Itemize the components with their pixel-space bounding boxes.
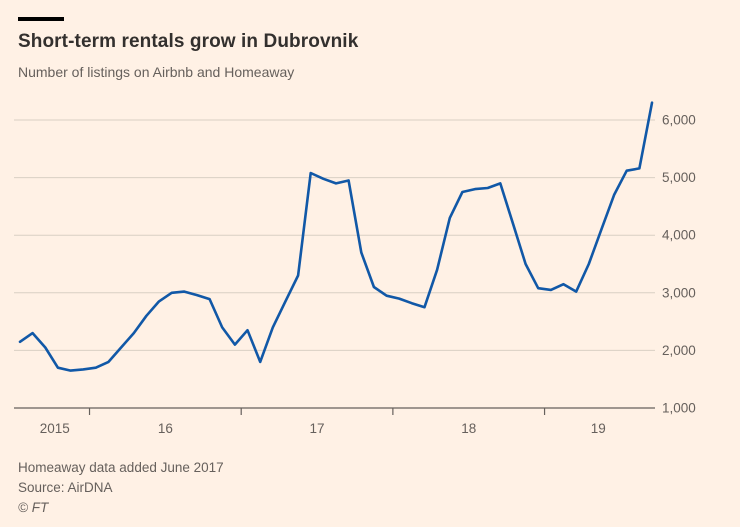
x-axis-label: 18 xyxy=(461,421,476,436)
data-line xyxy=(18,101,654,372)
y-axis-label: 2,000 xyxy=(662,343,696,358)
x-axis-label: 16 xyxy=(158,421,173,436)
y-axis-label: 5,000 xyxy=(662,170,696,185)
y-axis-label: 6,000 xyxy=(662,113,696,128)
y-axis-label: 4,000 xyxy=(662,228,696,243)
footer-note: Homeaway data added June 2017 xyxy=(18,460,224,475)
chart-footer: Homeaway data added June 2017 Source: Ai… xyxy=(18,458,224,518)
line-chart: 1,000 2,000 3,000 4,000 5,000 6,000 2015 16 17 18… xyxy=(14,101,696,436)
footer-source: Source: AirDNA xyxy=(18,480,113,495)
x-axis-label: 19 xyxy=(591,421,606,436)
title-rule xyxy=(18,17,64,21)
y-axis-label: 3,000 xyxy=(662,285,696,300)
y-axis-label: 1,000 xyxy=(662,401,696,416)
chart-title: Short-term rentals grow in Dubrovnik xyxy=(18,31,359,52)
chart-subtitle: Number of listings on Airbnb and Homeawa… xyxy=(18,64,295,80)
footer-copyright: © FT xyxy=(18,500,49,515)
x-axis-label: 17 xyxy=(310,421,325,436)
x-axis-label: 2015 xyxy=(40,421,70,436)
